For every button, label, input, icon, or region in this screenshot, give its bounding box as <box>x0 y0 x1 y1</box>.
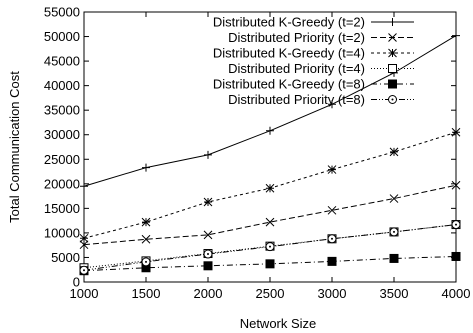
series-6-point-dot <box>331 238 333 240</box>
series-3-point <box>266 184 274 192</box>
series-1-point <box>142 164 150 172</box>
series-3-point <box>390 148 398 156</box>
y-tick-label: 45000 <box>44 54 80 69</box>
series-3-point <box>328 166 336 174</box>
series-2-point <box>328 206 336 214</box>
y-tick-label: 40000 <box>44 78 80 93</box>
legend-label-3: Distributed K-Greedy (t=4) <box>213 46 365 61</box>
y-tick-label: 30000 <box>44 127 80 142</box>
legend-label-5: Distributed K-Greedy (t=8) <box>213 77 365 92</box>
y-tick-label: 35000 <box>44 103 80 118</box>
legend-label-4: Distributed Priority (t=4) <box>228 61 365 76</box>
legend-marker-3 <box>389 49 397 57</box>
y-tick-label: 50000 <box>44 29 80 44</box>
series-3-point <box>452 128 460 136</box>
x-axis-label: Network Size <box>240 316 317 331</box>
legend-label-2: Distributed Priority (t=2) <box>228 30 365 45</box>
series-5-point <box>452 252 460 260</box>
series-6-point-dot <box>207 253 209 255</box>
y-axis-label: Total Communication Cost <box>7 71 22 223</box>
legend-marker-1 <box>389 18 397 26</box>
series-1-point <box>266 127 274 135</box>
series-5-point <box>328 257 336 265</box>
y-tick-label: 10000 <box>44 225 80 240</box>
series-1-point <box>204 151 212 159</box>
series-5-point <box>390 254 398 262</box>
x-tick-label: 4000 <box>442 286 471 301</box>
y-tick-label: 15000 <box>44 201 80 216</box>
legend-label-6: Distributed Priority (t=8) <box>228 92 365 107</box>
legend-marker-5 <box>389 80 397 88</box>
series-6-point-dot <box>145 261 147 263</box>
legend-marker-6-dot <box>392 99 394 101</box>
series-5-point <box>266 260 274 268</box>
y-tick-label: 25000 <box>44 152 80 167</box>
series-3-point <box>142 218 150 226</box>
legend-label-1: Distributed K-Greedy (t=2) <box>213 15 365 30</box>
x-tick-label: 3500 <box>380 286 409 301</box>
x-tick-label: 2000 <box>194 286 223 301</box>
series-6-point-dot <box>455 224 457 226</box>
y-tick-label: 55000 <box>44 5 80 20</box>
x-tick-label: 3000 <box>318 286 347 301</box>
series-6-point-dot <box>393 231 395 233</box>
series-2-point <box>266 218 274 226</box>
series-6-point-dot <box>83 269 85 271</box>
series-3-point <box>204 198 212 206</box>
legend-marker-4 <box>389 65 397 73</box>
series-6-point-dot <box>269 246 271 248</box>
y-tick-label: 20000 <box>44 176 80 191</box>
x-tick-label: 1500 <box>132 286 161 301</box>
y-tick-label: 5000 <box>51 250 80 265</box>
y-tick-label: 0 <box>73 275 80 290</box>
series-3-point <box>80 234 88 242</box>
series-2-point <box>390 195 398 203</box>
series-5-point <box>204 262 212 270</box>
series-line-2 <box>84 185 456 244</box>
x-tick-label: 2500 <box>256 286 285 301</box>
series-1-point <box>452 32 460 40</box>
